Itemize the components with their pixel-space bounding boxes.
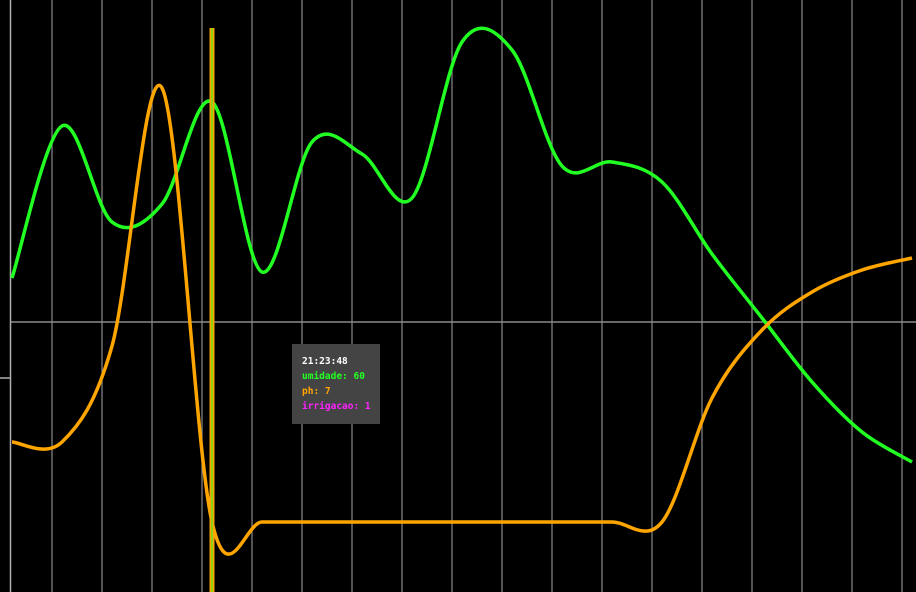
series-line-umidade bbox=[10, 26, 913, 464]
tooltip-ph: ph: 7 bbox=[302, 386, 331, 397]
tooltip-irrigacao: irrigacao: 1 bbox=[302, 401, 371, 412]
series-line-ph bbox=[11, 83, 913, 556]
series-lines bbox=[10, 26, 913, 592]
grid-lines bbox=[10, 0, 916, 592]
axes bbox=[0, 0, 12, 592]
tooltip-umidade: umidade: 60 bbox=[302, 371, 365, 382]
tooltip-time: 21:23:48 bbox=[302, 356, 348, 367]
chart-tooltip: 21:23:48 umidade: 60 ph: 7 irrigacao: 1 bbox=[292, 344, 380, 424]
